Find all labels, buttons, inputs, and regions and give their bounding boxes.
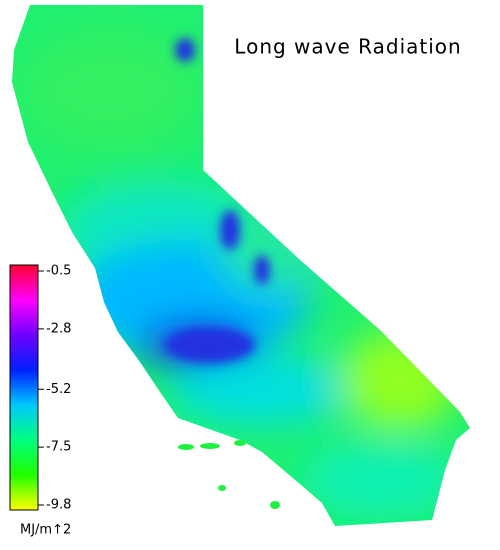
map-title: Long wave Radiation (234, 35, 461, 59)
colorbar-tick-label: -0.5 (46, 264, 71, 279)
colorbar-tick-label: -2.8 (46, 321, 71, 336)
colorbar-tick-label: -9.8 (46, 498, 71, 513)
islands (178, 440, 280, 509)
colorbar (9, 264, 39, 511)
colorbar-tick-label: -7.5 (46, 440, 71, 455)
colorbar-tick-label: -5.2 (46, 382, 71, 397)
colorbar-unit: MJ/m↑2 (20, 523, 71, 538)
